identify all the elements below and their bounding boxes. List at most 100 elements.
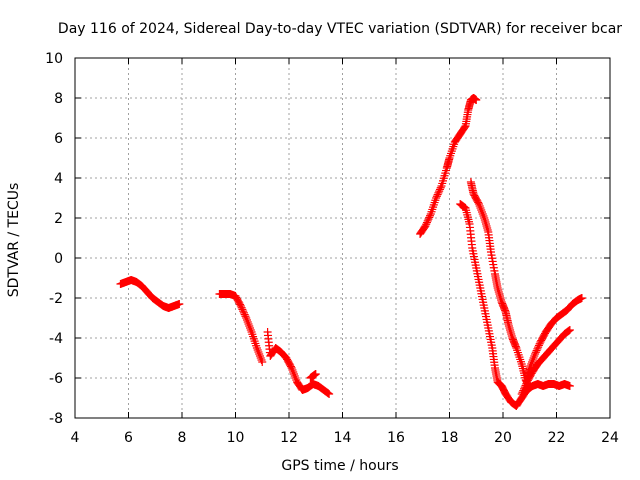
data-point [436, 183, 445, 192]
series-arc4 [306, 370, 320, 382]
data-point [288, 366, 297, 374]
data-point [255, 350, 264, 358]
data-point [242, 314, 251, 322]
series-arc7 [466, 178, 534, 392]
x-tick-label: 20 [494, 430, 512, 446]
data-point [246, 324, 255, 332]
data-point [533, 344, 542, 353]
data-point [422, 220, 431, 229]
data-point [257, 356, 266, 364]
chart-title: Day 116 of 2024, Sidereal Day-to-day VTE… [58, 21, 622, 37]
y-tick-label: -8 [49, 411, 63, 427]
data-point [565, 326, 574, 334]
data-point [519, 386, 528, 395]
data-point [475, 202, 484, 210]
data-point [478, 210, 487, 218]
data-point [236, 302, 245, 310]
x-tick-label: 10 [227, 430, 245, 446]
series-arc3 [263, 328, 334, 398]
data-point [422, 218, 431, 227]
data-point [472, 96, 481, 104]
y-tick-label: -2 [49, 291, 63, 307]
data-point [325, 390, 334, 398]
y-tick-label: 4 [54, 171, 63, 187]
x-tick-label: 24 [601, 430, 619, 446]
data-point [243, 318, 252, 326]
data-point [289, 368, 298, 376]
data-point [534, 343, 543, 352]
data-point [426, 211, 435, 220]
data-point [520, 383, 529, 392]
series-arc9 [523, 294, 586, 382]
data-point [256, 354, 265, 362]
data-point [529, 354, 538, 362]
x-tick-label: 8 [178, 430, 187, 446]
data-point [477, 208, 486, 216]
data-point [246, 326, 255, 334]
data-point [421, 222, 430, 230]
data-point [435, 185, 444, 194]
y-axis-label: SDTVAR / TECUs [6, 183, 22, 298]
data-point [423, 216, 432, 225]
data-point [474, 198, 483, 207]
data-point [477, 206, 486, 214]
data-point [525, 364, 534, 372]
series-arc1 [116, 276, 184, 312]
series-arc5 [416, 94, 481, 238]
data-point [532, 346, 541, 355]
data-point [258, 358, 267, 366]
x-tick-label: 22 [548, 430, 566, 446]
data-point [240, 310, 249, 319]
data-point [242, 316, 251, 324]
x-tick-label: 12 [280, 430, 298, 446]
data-point [521, 381, 530, 390]
data-point [527, 360, 536, 368]
data-point [425, 213, 434, 222]
data-point [530, 352, 539, 360]
x-tick-label: 14 [334, 430, 352, 446]
y-tick-label: -6 [49, 371, 63, 387]
data-point [565, 382, 574, 390]
x-tick-label: 16 [387, 430, 405, 446]
data-point [460, 123, 469, 132]
data-point [239, 307, 248, 316]
data-point [433, 190, 442, 199]
data-point [528, 358, 537, 366]
data-point [474, 200, 483, 208]
data-point [239, 308, 248, 317]
data-point [525, 384, 534, 392]
data-point [520, 384, 529, 393]
grid-lines [75, 58, 610, 418]
data-point [432, 192, 441, 201]
y-tick-label: 6 [54, 131, 63, 147]
data-point [175, 300, 184, 308]
data-point [517, 390, 526, 398]
x-tick-label: 6 [124, 430, 133, 446]
y-tick-label: 10 [45, 51, 63, 67]
data-point [435, 187, 444, 196]
data-point [518, 388, 527, 397]
data-point [526, 362, 535, 370]
x-tick-label: 4 [71, 430, 80, 446]
data-point [289, 370, 298, 378]
y-tick-label: -4 [49, 331, 63, 347]
series-arc2 [215, 290, 267, 366]
y-tick-label: 0 [54, 251, 63, 267]
data-point [432, 194, 441, 202]
data-point [287, 364, 296, 372]
data-point [434, 188, 443, 197]
data-point [577, 294, 586, 302]
data-point [476, 204, 485, 212]
y-tick-label: 2 [54, 211, 63, 227]
data-point [255, 352, 264, 360]
data-points [116, 94, 586, 410]
data-point [286, 362, 295, 371]
data-point [424, 215, 433, 224]
data-point [252, 344, 261, 352]
data-point [531, 350, 540, 358]
data-point [531, 348, 540, 357]
data-point [479, 212, 488, 220]
data-point [290, 372, 299, 380]
